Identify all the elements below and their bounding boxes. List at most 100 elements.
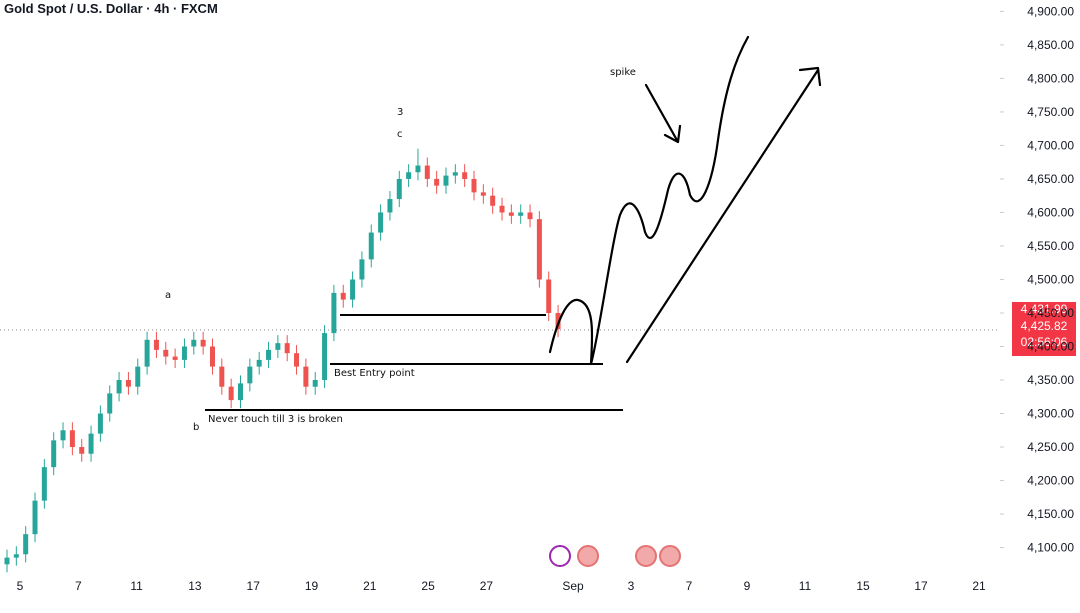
y-tick-label: 4,500.00 (1027, 272, 1074, 286)
y-tick-label: 4,350.00 (1027, 373, 1074, 387)
x-tick-label: 11 (799, 579, 812, 593)
candle-body (4, 557, 10, 565)
candle-body (490, 195, 496, 206)
candle-body (452, 172, 458, 176)
x-tick-label: 27 (480, 579, 494, 593)
candle-body (153, 339, 159, 350)
x-tick-label: 19 (305, 579, 319, 593)
annotation: b (193, 422, 199, 433)
candle-body (107, 393, 113, 414)
x-tick-label: 9 (744, 579, 751, 593)
candle-body (60, 430, 66, 441)
event-icon[interactable] (577, 545, 599, 567)
candle-body (396, 178, 402, 200)
annotation: c (397, 129, 403, 140)
candle-body (284, 343, 290, 354)
x-tick-label: 7 (686, 579, 693, 593)
x-tick-label: 21 (972, 579, 986, 593)
candle-body (238, 383, 243, 401)
chart-title: Gold Spot / U.S. Dollar · 4h · FXCM (4, 1, 218, 16)
candle-body (219, 366, 225, 387)
y-tick-label: 4,550.00 (1027, 239, 1074, 253)
x-tick-label: 13 (188, 579, 202, 593)
y-tick-label: 4,250.00 (1027, 440, 1074, 454)
candle-body (499, 205, 505, 213)
event-icon[interactable] (659, 545, 681, 567)
candle-body (125, 380, 131, 387)
candle-body (256, 359, 262, 367)
y-tick-label: 4,400.00 (1027, 340, 1074, 354)
y-tick-label: 4,800.00 (1027, 71, 1074, 85)
event-icon[interactable] (549, 545, 571, 567)
candle-body (172, 356, 178, 360)
annotation: Never touch till 3 is broken (208, 414, 343, 425)
candle-body (518, 212, 524, 216)
x-tick-label: 17 (914, 579, 928, 593)
candle-body (69, 430, 75, 448)
candle-body (462, 172, 468, 179)
trend-arrow (625, 66, 822, 364)
candle-body (144, 339, 150, 367)
annotation: 3 (397, 107, 403, 118)
candle-body (266, 349, 272, 360)
y-tick-label: 4,600.00 (1027, 205, 1074, 219)
candle-body (163, 349, 169, 357)
annotation: Best Entry point (334, 368, 415, 379)
candle-body (387, 199, 393, 213)
candle-body (51, 440, 57, 468)
candle-body (536, 219, 542, 280)
y-tick-label: 4,850.00 (1027, 38, 1074, 52)
price-tag: 02:56:06 (1021, 335, 1068, 349)
price-tag: 4,431.99 (1021, 302, 1068, 316)
y-tick-label: 4,450.00 (1027, 306, 1074, 320)
candle-body (228, 386, 234, 401)
projection-path (548, 35, 750, 366)
x-tick-label: 7 (75, 579, 82, 593)
candle-body (359, 259, 365, 280)
annotation: spike (610, 67, 636, 78)
candle-body (200, 339, 206, 347)
candle-body (247, 366, 253, 384)
spike-arrow (644, 83, 682, 144)
candle-body (434, 178, 440, 186)
candle-body (340, 292, 346, 300)
candle-body (209, 346, 215, 367)
candle-body (312, 380, 318, 387)
candle-body (443, 175, 449, 186)
y-tick-label: 4,700.00 (1027, 138, 1074, 152)
y-tick-label: 4,300.00 (1027, 407, 1074, 421)
y-tick-label: 4,650.00 (1027, 172, 1074, 186)
candle-body (406, 172, 412, 179)
candle-body (471, 178, 477, 193)
candle-body (13, 554, 19, 558)
candle-body (181, 346, 187, 360)
candle-body (41, 467, 47, 501)
plot (4, 148, 561, 573)
x-tick-label: 3 (628, 579, 635, 593)
x-tick-label: 15 (856, 579, 870, 593)
x-tick-label: 17 (247, 579, 261, 593)
candle-body (508, 212, 514, 216)
candle-body (480, 192, 486, 196)
candle-body (424, 165, 430, 179)
candle-body (350, 279, 356, 300)
event-icon[interactable] (635, 545, 657, 567)
x-tick-label: 25 (421, 579, 435, 593)
candle-body (303, 366, 309, 387)
candle-body (527, 212, 533, 220)
candle-body (79, 447, 85, 454)
candle-body (555, 312, 561, 330)
annotation: a (165, 290, 171, 301)
price-tag-box (1012, 302, 1076, 356)
candle-body (23, 534, 29, 555)
y-tick-label: 4,900.00 (1027, 4, 1074, 18)
candle-body (331, 292, 337, 334)
candle-body (368, 232, 374, 260)
candle-body (135, 366, 141, 387)
y-tick-label: 4,150.00 (1027, 507, 1074, 521)
price-tag: 4,425.82 (1021, 319, 1068, 333)
candle-body (294, 353, 300, 367)
candle-body (415, 165, 421, 173)
y-tick-label: 4,200.00 (1027, 474, 1074, 488)
